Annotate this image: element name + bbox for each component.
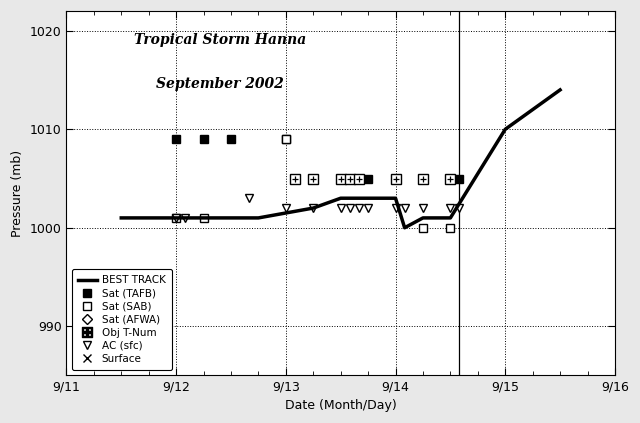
Text: Tropical Storm Hanna: Tropical Storm Hanna — [134, 33, 306, 47]
X-axis label: Date (Month/Day): Date (Month/Day) — [285, 399, 397, 412]
Legend: BEST TRACK, Sat (TAFB), Sat (SAB), Sat (AFWA), Obj T-Num, AC (sfc), Surface: BEST TRACK, Sat (TAFB), Sat (SAB), Sat (… — [72, 269, 172, 370]
Y-axis label: Pressure (mb): Pressure (mb) — [11, 150, 24, 237]
Text: September 2002: September 2002 — [156, 77, 284, 91]
